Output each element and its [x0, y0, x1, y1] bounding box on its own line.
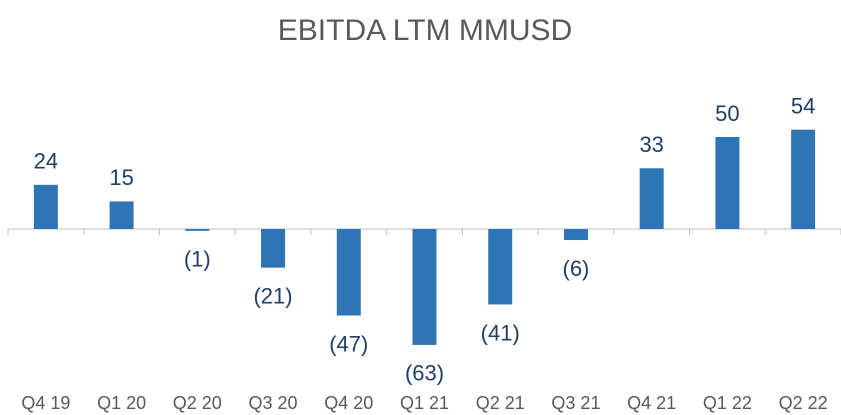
x-tick-label: Q1 21 [400, 393, 449, 413]
data-label: (47) [329, 331, 368, 356]
bar [336, 229, 361, 316]
x-tick-label: Q1 22 [703, 393, 752, 413]
data-label: (63) [405, 361, 444, 386]
x-tick-label: Q3 21 [551, 393, 600, 413]
bar [563, 229, 588, 241]
data-label: (21) [253, 283, 292, 308]
data-label: 50 [715, 101, 739, 126]
data-label: 33 [639, 132, 663, 157]
x-tick-label: Q4 19 [21, 393, 70, 413]
data-label: (1) [184, 247, 211, 272]
x-tick-label: Q2 20 [173, 393, 222, 413]
data-label: (41) [481, 320, 520, 345]
x-tick-label: Q3 20 [249, 393, 298, 413]
bar [715, 137, 740, 229]
bar [33, 184, 58, 229]
bar [412, 229, 437, 345]
x-tick-label: Q2 22 [779, 393, 828, 413]
x-tick-label: Q4 21 [627, 393, 676, 413]
data-label: 15 [109, 165, 133, 190]
bar [791, 129, 816, 229]
bar [185, 229, 210, 231]
bar [488, 229, 513, 305]
x-tick-label: Q4 20 [324, 393, 373, 413]
bar [261, 229, 286, 268]
data-label: 54 [791, 93, 815, 118]
data-label: (6) [563, 256, 590, 281]
bar [109, 201, 134, 229]
data-label: 24 [34, 149, 58, 174]
bar [639, 168, 664, 229]
x-tick-label: Q2 21 [476, 393, 525, 413]
chart-title: EBITDA LTM MMUSD [278, 14, 572, 47]
x-tick-label: Q1 20 [97, 393, 146, 413]
